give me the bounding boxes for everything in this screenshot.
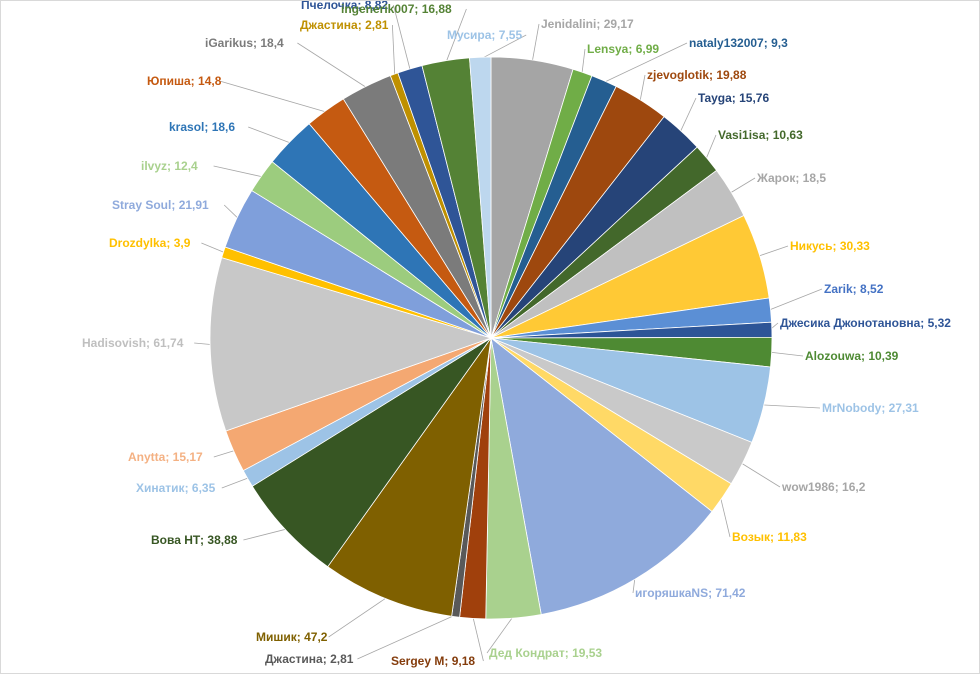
leader-line-23 bbox=[201, 242, 226, 254]
pie-slice-hadisovish-22 bbox=[209, 257, 493, 432]
data-label-mrnobody-11: MrNobody; 27,31 bbox=[822, 401, 919, 415]
leader-line-15 bbox=[486, 615, 514, 654]
data-label-alozouwa-10: Alozouwa; 10,39 bbox=[805, 349, 899, 363]
data-label-zarik-8: Zarik; 8,52 bbox=[824, 282, 884, 296]
leader-line-8 bbox=[768, 288, 823, 311]
leader-line-4 bbox=[679, 97, 697, 133]
data-label-lensya-1: Lensya; 6,99 bbox=[587, 42, 659, 56]
leader-line-19 bbox=[243, 528, 288, 541]
leader-line-21 bbox=[213, 449, 236, 458]
data-label-tayga-4: Tayga; 15,76 bbox=[698, 91, 769, 105]
data-label-krasol-26: krasol; 18,6 bbox=[169, 120, 235, 134]
data-label-игоряшкаns-14: игоряшкаNS; 71,42 bbox=[635, 586, 746, 600]
data-label-ilvyz-25: ilvyz; 12,4 bbox=[141, 159, 198, 173]
data-label-sergey-m-16: Sergey M; 9,18 bbox=[391, 654, 475, 668]
leader-line-16 bbox=[472, 616, 484, 662]
pie-slice-мусира-32 bbox=[469, 56, 492, 339]
data-label-nataly132007-2: nataly132007; 9,3 bbox=[689, 36, 788, 50]
leader-line-11 bbox=[761, 404, 821, 409]
leader-lines bbox=[194, 4, 823, 662]
leader-line-13 bbox=[720, 496, 731, 538]
data-label-drozdylka-23: Drozdylka; 3,9 bbox=[109, 236, 191, 250]
data-label-jenidalini-0: Jenidalini; 29,17 bbox=[541, 17, 634, 31]
data-label-джесика-джонотановна-9: Джесика Джонотановна; 5,32 bbox=[780, 316, 951, 330]
leader-line-22 bbox=[194, 342, 213, 345]
leader-line-24 bbox=[223, 204, 239, 220]
leader-line-0 bbox=[531, 23, 540, 63]
leader-line-18 bbox=[328, 596, 388, 638]
leader-line-26 bbox=[248, 126, 292, 144]
data-label-пчелочка-30: Пчелочка; 8,82 bbox=[301, 1, 388, 12]
data-labels: Jenidalini; 29,17 Lensya; 6,99 nataly13200… bbox=[82, 1, 951, 668]
leader-line-30 bbox=[393, 4, 411, 71]
data-label-anytta-21: Anytta; 15,17 bbox=[128, 450, 203, 464]
leader-line-1 bbox=[581, 48, 586, 75]
data-label-вова-нт-19: Вова НТ; 38,88 bbox=[151, 533, 238, 547]
leader-line-12 bbox=[740, 462, 781, 488]
leader-line-3 bbox=[639, 74, 646, 103]
data-label-igarikus-28: iGarikus; 18,4 bbox=[205, 36, 284, 50]
leader-line-25 bbox=[213, 165, 264, 178]
leader-line-27 bbox=[219, 80, 328, 113]
data-label-мусира-32: Мусира; 7,55 bbox=[447, 28, 522, 42]
data-label-zjevoglotik-3: zjevoglotik; 19,88 bbox=[647, 68, 747, 82]
pie-slices bbox=[209, 56, 773, 620]
data-label-жарок-6: Жарок; 18,5 bbox=[756, 171, 826, 185]
leader-line-5 bbox=[705, 134, 717, 160]
data-label-дед-кондрат-15: Дед Кондрат; 19,53 bbox=[489, 646, 602, 660]
data-label-никусь-7: Никусь; 30,33 bbox=[790, 239, 870, 253]
data-label-hadisovish-22: Hadisovish; 61,74 bbox=[82, 336, 184, 350]
data-label-wow1986-12: wow1986; 16,2 bbox=[781, 480, 866, 494]
leader-line-31 bbox=[445, 8, 467, 63]
data-label-мишик-18: Мишик; 47,2 bbox=[256, 630, 328, 644]
leader-line-32 bbox=[480, 34, 527, 60]
leader-line-7 bbox=[757, 245, 789, 257]
data-label-юпиша-27: Юпиша; 14,8 bbox=[147, 74, 222, 88]
leader-line-29 bbox=[392, 24, 396, 77]
data-label-джастина-29: Джастина; 2,81 bbox=[300, 18, 389, 32]
data-label-ingenerik007-31: ingenerik007; 16,88 bbox=[341, 2, 452, 16]
leader-line-17 bbox=[357, 614, 457, 660]
leader-line-2 bbox=[603, 42, 688, 83]
data-label-джастина-17: Джастина; 2,81 bbox=[265, 652, 354, 666]
data-label-stray-soul-24: Stray Soul; 21,91 bbox=[112, 198, 209, 212]
pie-slice-игоряшкаns-14 bbox=[490, 337, 713, 615]
leader-line-20 bbox=[221, 477, 250, 489]
data-label-возык-13: Возык; 11,83 bbox=[732, 530, 807, 544]
leader-line-6 bbox=[729, 177, 756, 194]
pie-slice-мишик-18 bbox=[327, 337, 492, 617]
data-label-хинатик-20: Хинатик; 6,35 bbox=[136, 481, 216, 495]
leader-line-28 bbox=[297, 42, 368, 89]
leader-line-10 bbox=[769, 351, 804, 357]
data-label-vasi1isa-5: Vasi1isa; 10,63 bbox=[718, 128, 803, 142]
